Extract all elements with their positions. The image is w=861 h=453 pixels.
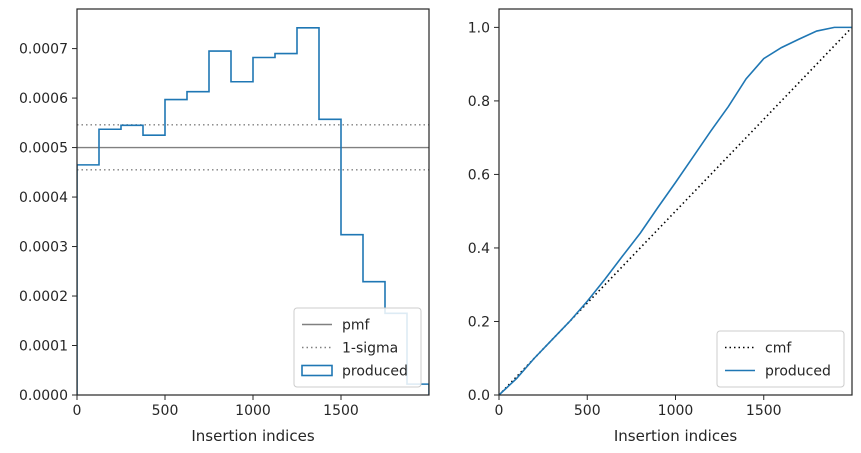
right-y-tick-label: 0.4 xyxy=(468,241,490,257)
right-y-tick-label: 0.0 xyxy=(468,388,490,404)
right-legend: cmf produced xyxy=(716,330,845,388)
right-x-tick-label: 0 xyxy=(495,403,504,419)
right-x-tick-label: 500 xyxy=(574,403,601,419)
left-legend-swatch-produced xyxy=(301,364,333,377)
left-legend-label-1-sigma: 1-sigma xyxy=(342,341,398,357)
left-y-tick-label: 0.0003 xyxy=(19,240,68,256)
right-x-tick-label: 1500 xyxy=(746,403,782,419)
left-y-tick-label: 0.0002 xyxy=(19,289,68,305)
left-legend: pmf 1-sigma produced xyxy=(293,307,422,388)
right-y-tick-label: 0.6 xyxy=(468,167,490,183)
left-legend-box xyxy=(293,307,422,388)
left-x-tick-label: 0 xyxy=(73,403,82,419)
right-axes: 0 500 1000 1500 0.0 0.2 0.4 0.6 0.8 1.0 Insertion … xyxy=(468,8,853,445)
left-y-tick-label: 0.0007 xyxy=(19,42,68,58)
left-axes: 0 500 1000 1500 0.0000 0.0001 0.0002 0.0003 0.00… xyxy=(19,8,430,445)
right-y-tick-label: 1.0 xyxy=(468,20,490,36)
left-x-axis-label: Insertion indices xyxy=(191,427,314,445)
right-legend-label-cmf: cmf xyxy=(765,341,792,357)
right-x-axis-label: Insertion indices xyxy=(614,427,737,445)
right-y-tick-label: 0.8 xyxy=(468,94,490,110)
left-series-produced xyxy=(77,27,429,395)
right-x-tick-label: 1000 xyxy=(658,403,694,419)
left-y-tick-label: 0.0005 xyxy=(19,141,68,157)
left-y-tick-label: 0.0004 xyxy=(19,190,68,206)
left-x-tick-label: 1500 xyxy=(323,403,359,419)
left-legend-label-produced: produced xyxy=(342,364,408,380)
right-series-produced xyxy=(499,26,852,395)
left-x-tick-label: 1000 xyxy=(235,403,271,419)
right-legend-label-produced: produced xyxy=(765,364,831,380)
left-y-tick-label: 0.0001 xyxy=(19,339,68,355)
right-plot-area xyxy=(499,26,852,395)
left-legend-label-pmf: pmf xyxy=(342,318,371,334)
left-frame xyxy=(76,8,430,396)
left-y-tick-label: 0.0006 xyxy=(19,91,68,107)
left-plot-area xyxy=(77,27,429,395)
right-legend-box xyxy=(716,330,845,388)
right-frame xyxy=(498,8,853,396)
left-y-tick-label: 0.0000 xyxy=(19,388,68,404)
right-y-tick-label: 0.2 xyxy=(468,314,490,330)
left-x-tick-label: 500 xyxy=(152,403,179,419)
